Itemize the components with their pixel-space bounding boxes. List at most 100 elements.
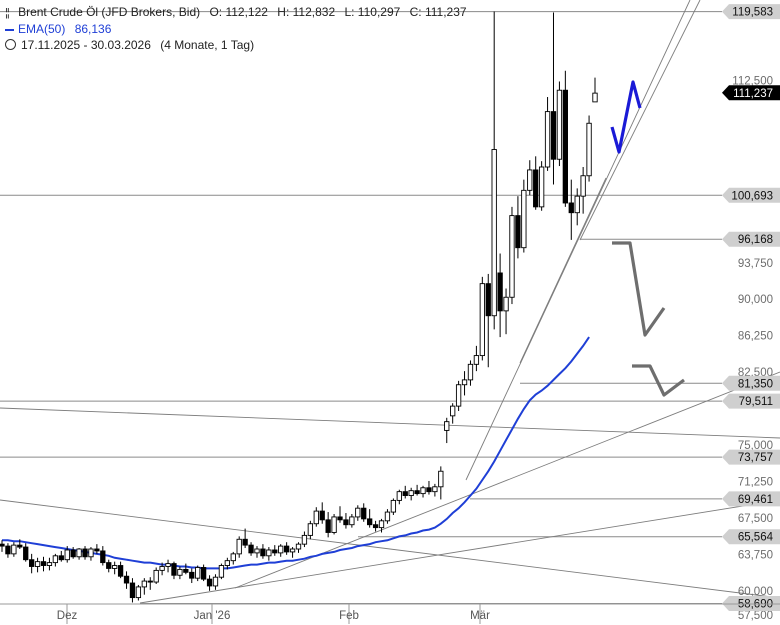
candle-body-up (527, 169, 533, 191)
candle-body-down (100, 550, 106, 564)
candle (129, 578, 136, 603)
level-tag-bg (722, 449, 780, 465)
candle (390, 498, 397, 515)
candle (343, 513, 349, 529)
low-value: L: 110,297 (344, 5, 401, 19)
candle (467, 360, 474, 386)
candle (206, 575, 213, 591)
trend-lines (0, 0, 780, 604)
ema-legend-swatch (5, 28, 14, 31)
candle (414, 484, 420, 496)
candle (450, 403, 456, 424)
candle (550, 12, 557, 185)
candle (461, 371, 468, 396)
y-tick-label: 71,250 (738, 476, 773, 488)
candle (586, 115, 592, 182)
candle-body-up (254, 548, 260, 554)
candle-body-down (372, 524, 379, 529)
candle-body-down (17, 544, 23, 548)
high-value: H: 112,832 (277, 5, 336, 19)
candle (171, 561, 177, 580)
projection-arrows (610, 80, 685, 397)
candle-body-up (165, 563, 171, 567)
level-tag: 119,583 (722, 4, 780, 20)
candle-body-up (408, 490, 414, 496)
candle-body-up (438, 470, 444, 488)
candle (0, 540, 5, 552)
candle-body-down (426, 487, 432, 493)
candle (52, 553, 59, 567)
candle-body-down (568, 202, 574, 214)
level-tag-label: 69,461 (738, 494, 773, 506)
level-tag-bg (722, 393, 780, 409)
level-tag-label: 100,693 (731, 190, 773, 202)
candle (230, 551, 236, 565)
ema-value: 86,136 (74, 22, 112, 36)
candle-body-up (461, 379, 468, 386)
candle (568, 179, 574, 240)
candle (82, 546, 88, 560)
candle (266, 547, 272, 561)
candle-body-down (106, 562, 112, 569)
candle-body-up (76, 548, 82, 558)
candle (438, 466, 444, 500)
candle (283, 542, 290, 555)
candle-body-up (544, 111, 551, 168)
projection-down-arrow (612, 241, 666, 337)
candle (355, 505, 361, 521)
candle (562, 70, 569, 207)
candle-body-up (467, 363, 474, 381)
clock-icon (5, 39, 16, 50)
candle (580, 167, 586, 214)
candle-body-down (200, 567, 207, 580)
candle (242, 528, 248, 549)
candle-body-up (177, 568, 183, 576)
candle (218, 563, 225, 580)
candle-body-up (432, 486, 438, 493)
candle (117, 561, 124, 579)
close-value: C: 111,237 (409, 5, 467, 19)
y-tick-label: 63,750 (738, 549, 773, 561)
candle (455, 380, 462, 411)
candle-body-down (189, 571, 195, 579)
level-tag: 81,350 (722, 375, 780, 391)
candle-body-up (88, 548, 94, 558)
candle (556, 81, 563, 167)
candle (141, 578, 147, 595)
candle-body-up (580, 175, 586, 197)
candle (70, 547, 76, 559)
candle-body-up (135, 586, 142, 599)
candle-body-up (266, 549, 272, 557)
level-tag-label: 73,757 (738, 452, 773, 464)
level-tag: 79,511 (722, 393, 780, 409)
candle (64, 546, 70, 563)
month-label: Jan '26 (194, 610, 231, 622)
month-label: Mär (470, 610, 490, 622)
candle (123, 571, 130, 589)
header-line-3: 17.11.2025 - 30.03.2026 (4 Monate, 1 Tag… (5, 37, 260, 53)
candle (224, 557, 230, 570)
candle (497, 253, 503, 338)
candle (94, 544, 100, 554)
level-tag-label: 96,168 (738, 234, 773, 246)
candle-body-up (586, 122, 592, 177)
candle-body-down (70, 549, 76, 558)
candle (473, 345, 480, 372)
level-tag-bg (722, 231, 780, 247)
candle-body-up (491, 149, 497, 317)
candle-body-down (0, 543, 5, 547)
candle-body-down (29, 559, 35, 567)
candle (515, 196, 521, 259)
candle-body-up (307, 523, 314, 536)
candle-body-up (479, 283, 485, 357)
candles-icon: ¦¦ (5, 7, 10, 19)
projection-down-arrow-2 (632, 364, 685, 397)
time-axis: Dez Jan '26 Feb Mär (0, 603, 780, 624)
candle-body-up (52, 555, 59, 564)
candle-body-up (11, 544, 17, 555)
candle (212, 574, 219, 590)
candle (106, 559, 112, 573)
ema-label: EMA(50) (18, 22, 66, 36)
level-tag: 73,757 (722, 449, 780, 465)
